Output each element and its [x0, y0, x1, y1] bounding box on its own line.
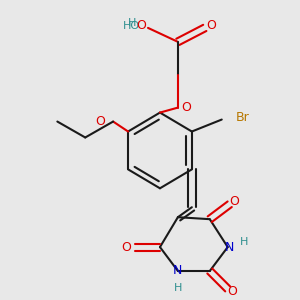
Text: N: N — [173, 265, 183, 278]
Text: O: O — [229, 195, 238, 208]
Text: N: N — [225, 241, 234, 254]
Text: O: O — [136, 20, 146, 32]
Text: O: O — [121, 241, 131, 254]
Text: O: O — [95, 115, 105, 128]
Text: O: O — [206, 20, 216, 32]
Text: H: H — [174, 283, 182, 293]
Text: O: O — [181, 101, 191, 114]
Text: O: O — [227, 285, 237, 298]
Text: Br: Br — [236, 111, 249, 124]
Text: HO: HO — [123, 21, 140, 31]
Text: H: H — [240, 237, 248, 247]
Text: H: H — [128, 18, 136, 28]
